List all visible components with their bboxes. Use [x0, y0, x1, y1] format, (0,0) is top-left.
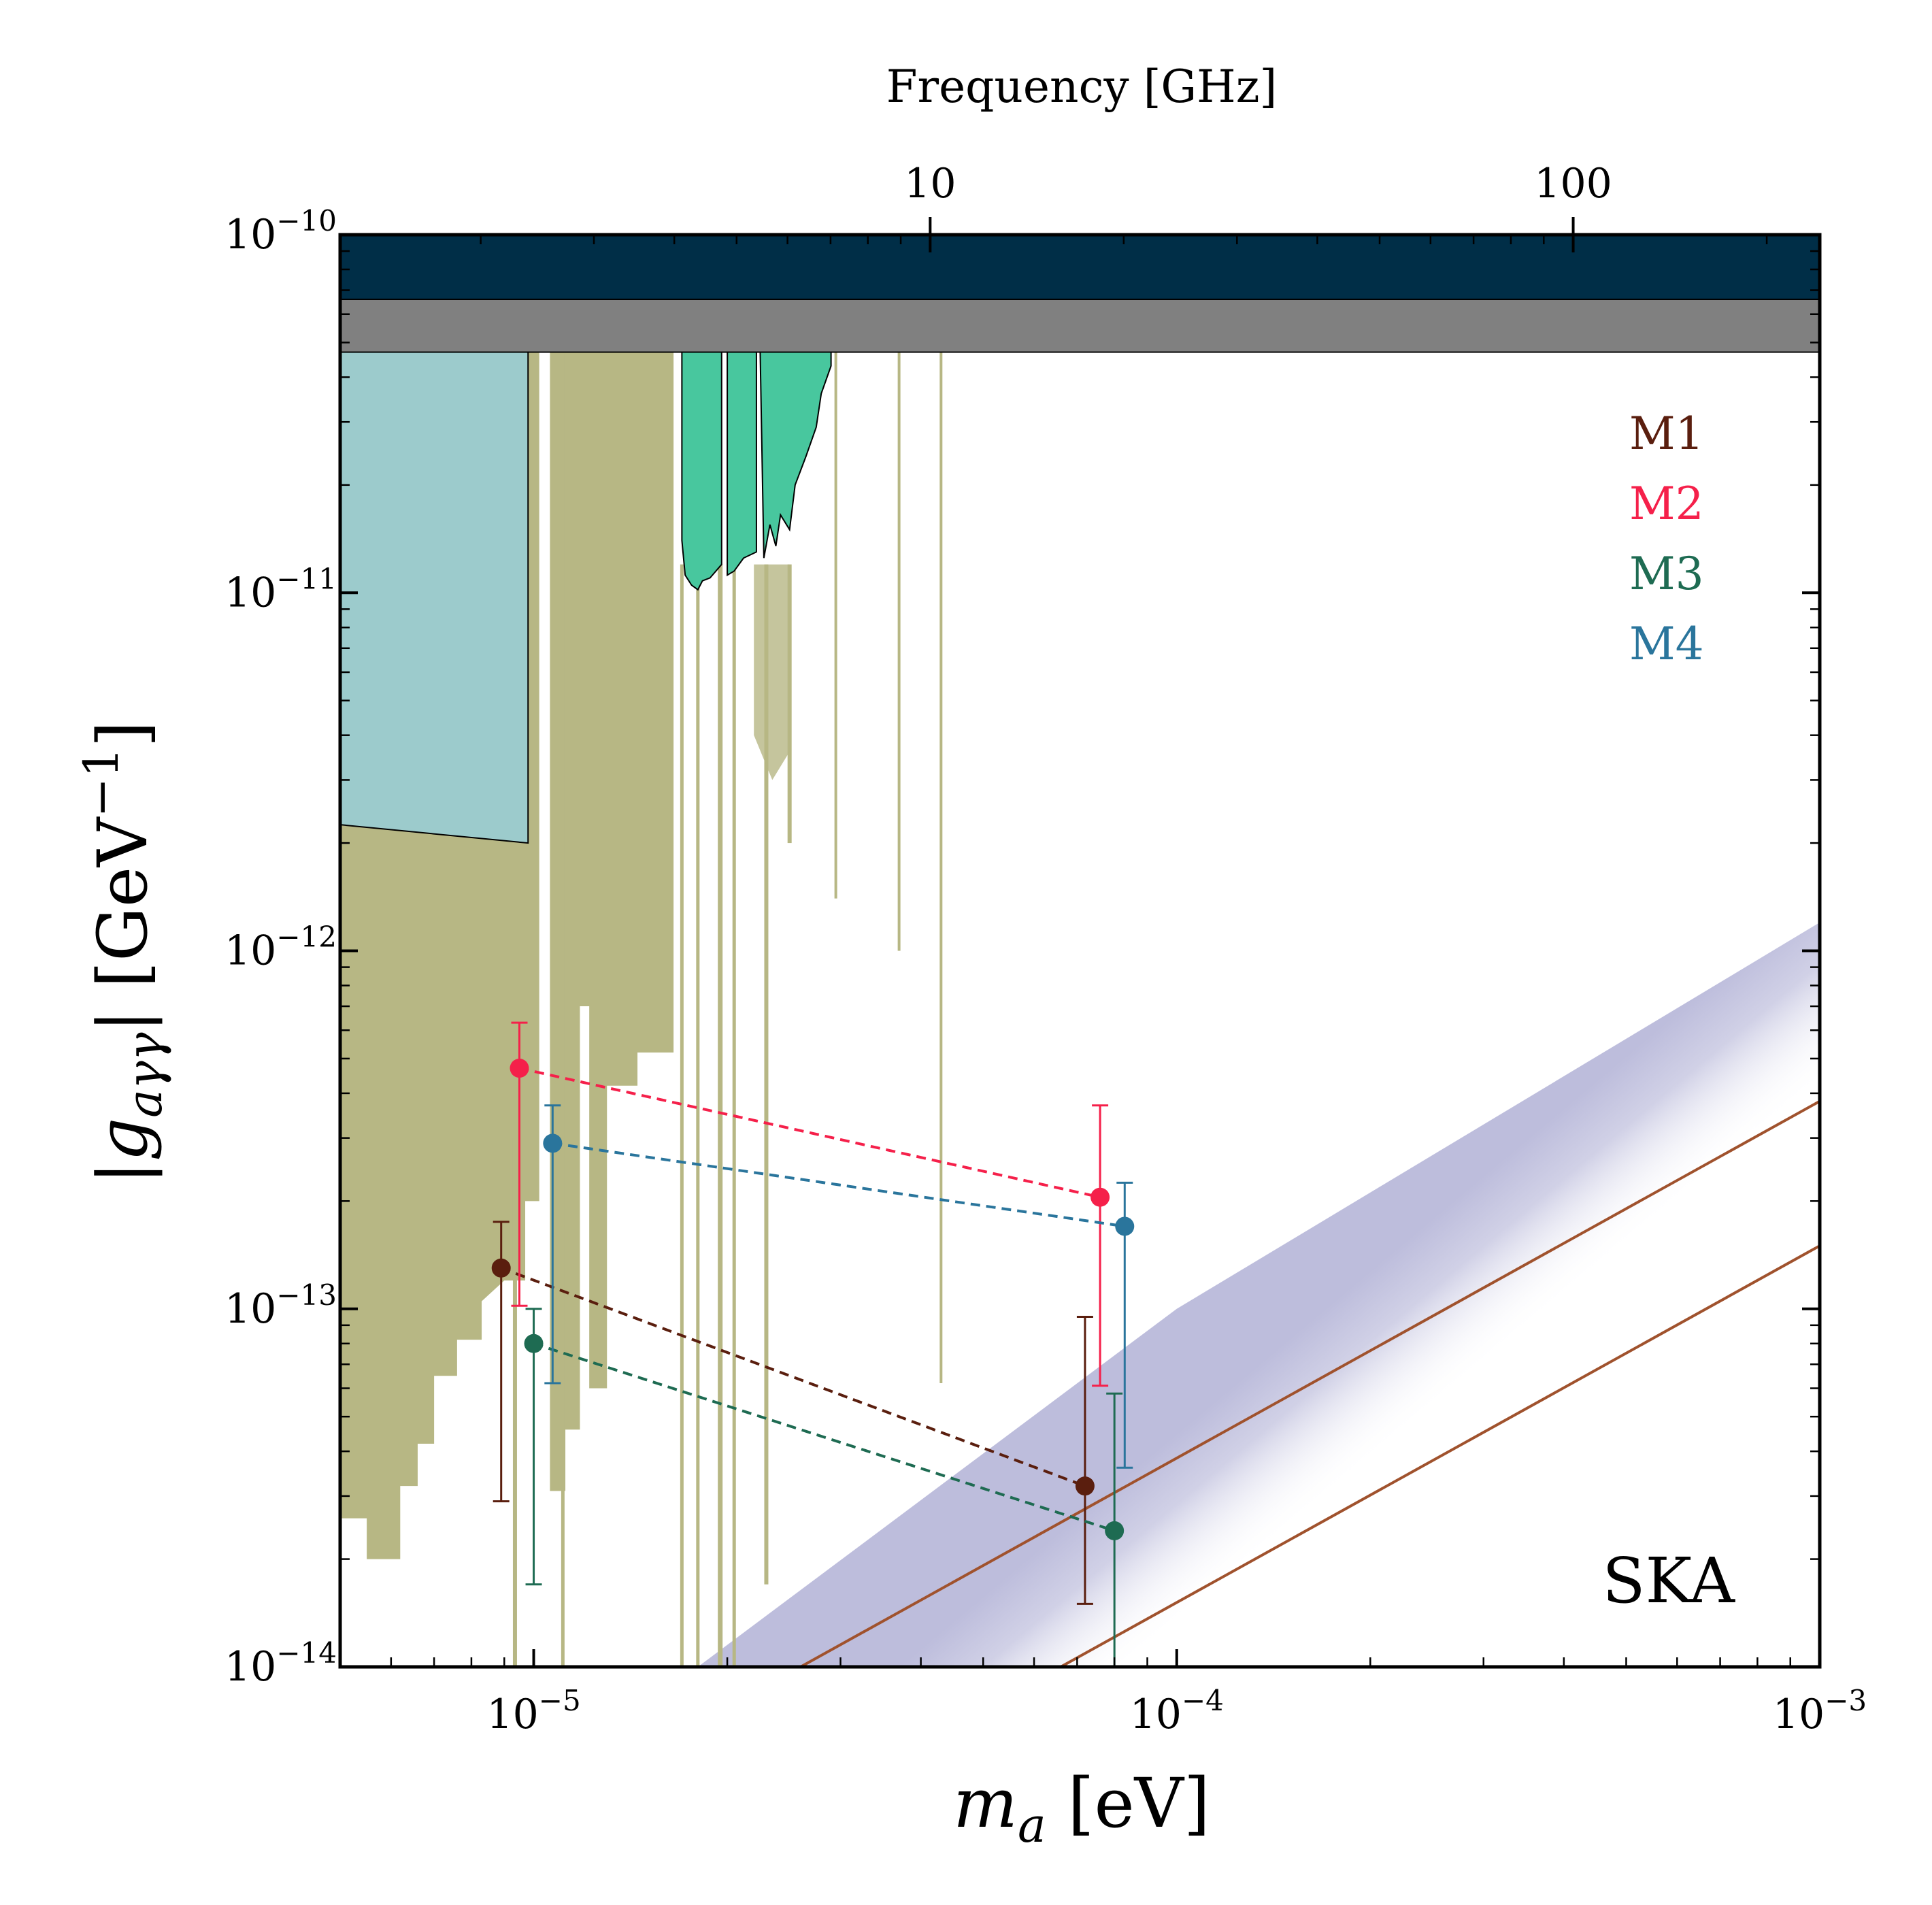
haloscope-spike	[897, 352, 901, 951]
haloscope-spike	[764, 564, 769, 1585]
navy-band	[340, 235, 1820, 300]
y-tick-label: 10−13	[224, 1278, 337, 1333]
cavity-exclusion	[681, 351, 832, 591]
data-point	[491, 1258, 511, 1278]
data-point	[1090, 1187, 1110, 1207]
haloscope-spike	[696, 564, 700, 1667]
series-m2	[510, 1021, 1110, 1387]
haloscope-spike	[561, 352, 565, 1667]
series-connector	[519, 1067, 1101, 1199]
data-point	[1075, 1476, 1095, 1496]
y-tick-label: 10−10	[224, 204, 337, 259]
data-point	[1115, 1216, 1135, 1236]
legend: M1 M2 M3 M4	[1629, 408, 1704, 670]
ska-annotation: SKA	[1603, 1544, 1736, 1617]
data-point	[543, 1133, 563, 1153]
axes: 10−5 10−4 10−3 10−10 10−11 10−12 10−13 10−14 10 1…	[224, 160, 1867, 1738]
legend-entry-m1: M1	[1629, 408, 1704, 460]
haloscope-spike	[680, 564, 684, 1667]
data-point	[510, 1059, 529, 1078]
y-tick-label: 10−12	[224, 921, 337, 975]
series-connector	[533, 1342, 1115, 1532]
x-tick-label: 10−3	[1773, 1684, 1867, 1738]
series-m3	[524, 1308, 1125, 1667]
teal-exclusion	[340, 351, 529, 844]
haloscope-fray	[754, 564, 790, 780]
gray-band	[340, 298, 1820, 353]
legend-entry-m3: M3	[1629, 548, 1704, 600]
top-axis-title: Frequency [GHz]	[886, 61, 1278, 113]
model-line-2	[1060, 1244, 1820, 1667]
data-series	[491, 1021, 1135, 1667]
y-axis-title: |gaγγ| [GeV−1]	[73, 720, 173, 1184]
y-tick-label: 10−11	[224, 562, 337, 616]
data-point	[1105, 1521, 1125, 1540]
legend-entry-m4: M4	[1629, 618, 1704, 670]
x-tick-label: 10−5	[486, 1684, 580, 1738]
series-m4	[543, 1104, 1135, 1469]
series-m1	[491, 1221, 1095, 1605]
y-tick-label: 10−14	[224, 1636, 337, 1691]
series-connector	[501, 1266, 1086, 1488]
qcd-axion-band	[697, 922, 1820, 1667]
x-axis-title: ma [eV]	[953, 1763, 1210, 1853]
x2-tick-label: 10	[904, 160, 956, 208]
series-connector	[552, 1142, 1125, 1228]
x-tick-label: 10−4	[1130, 1684, 1224, 1738]
haloscope-spike	[718, 564, 723, 1667]
haloscope-spike	[512, 1138, 517, 1667]
model-line-1	[799, 1099, 1820, 1667]
data-point	[524, 1334, 544, 1353]
exclusion-regions	[340, 235, 1820, 1667]
model-lines	[799, 1099, 1820, 1667]
legend-entry-m2: M2	[1629, 478, 1704, 530]
haloscope-spike	[834, 352, 837, 899]
x2-tick-label: 100	[1534, 160, 1612, 208]
haloscope-spike	[939, 352, 943, 1384]
